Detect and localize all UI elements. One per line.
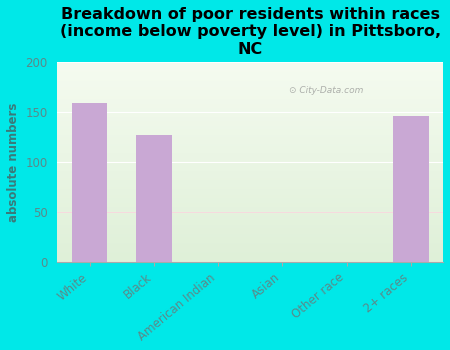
Bar — [393, 116, 428, 262]
Title: Breakdown of poor residents within races
(income below poverty level) in Pittsbo: Breakdown of poor residents within races… — [60, 7, 441, 57]
Bar — [136, 135, 171, 262]
Text: ⊙ City-Data.com: ⊙ City-Data.com — [289, 86, 363, 95]
Bar — [72, 103, 107, 262]
Y-axis label: absolute numbers: absolute numbers — [7, 102, 20, 222]
